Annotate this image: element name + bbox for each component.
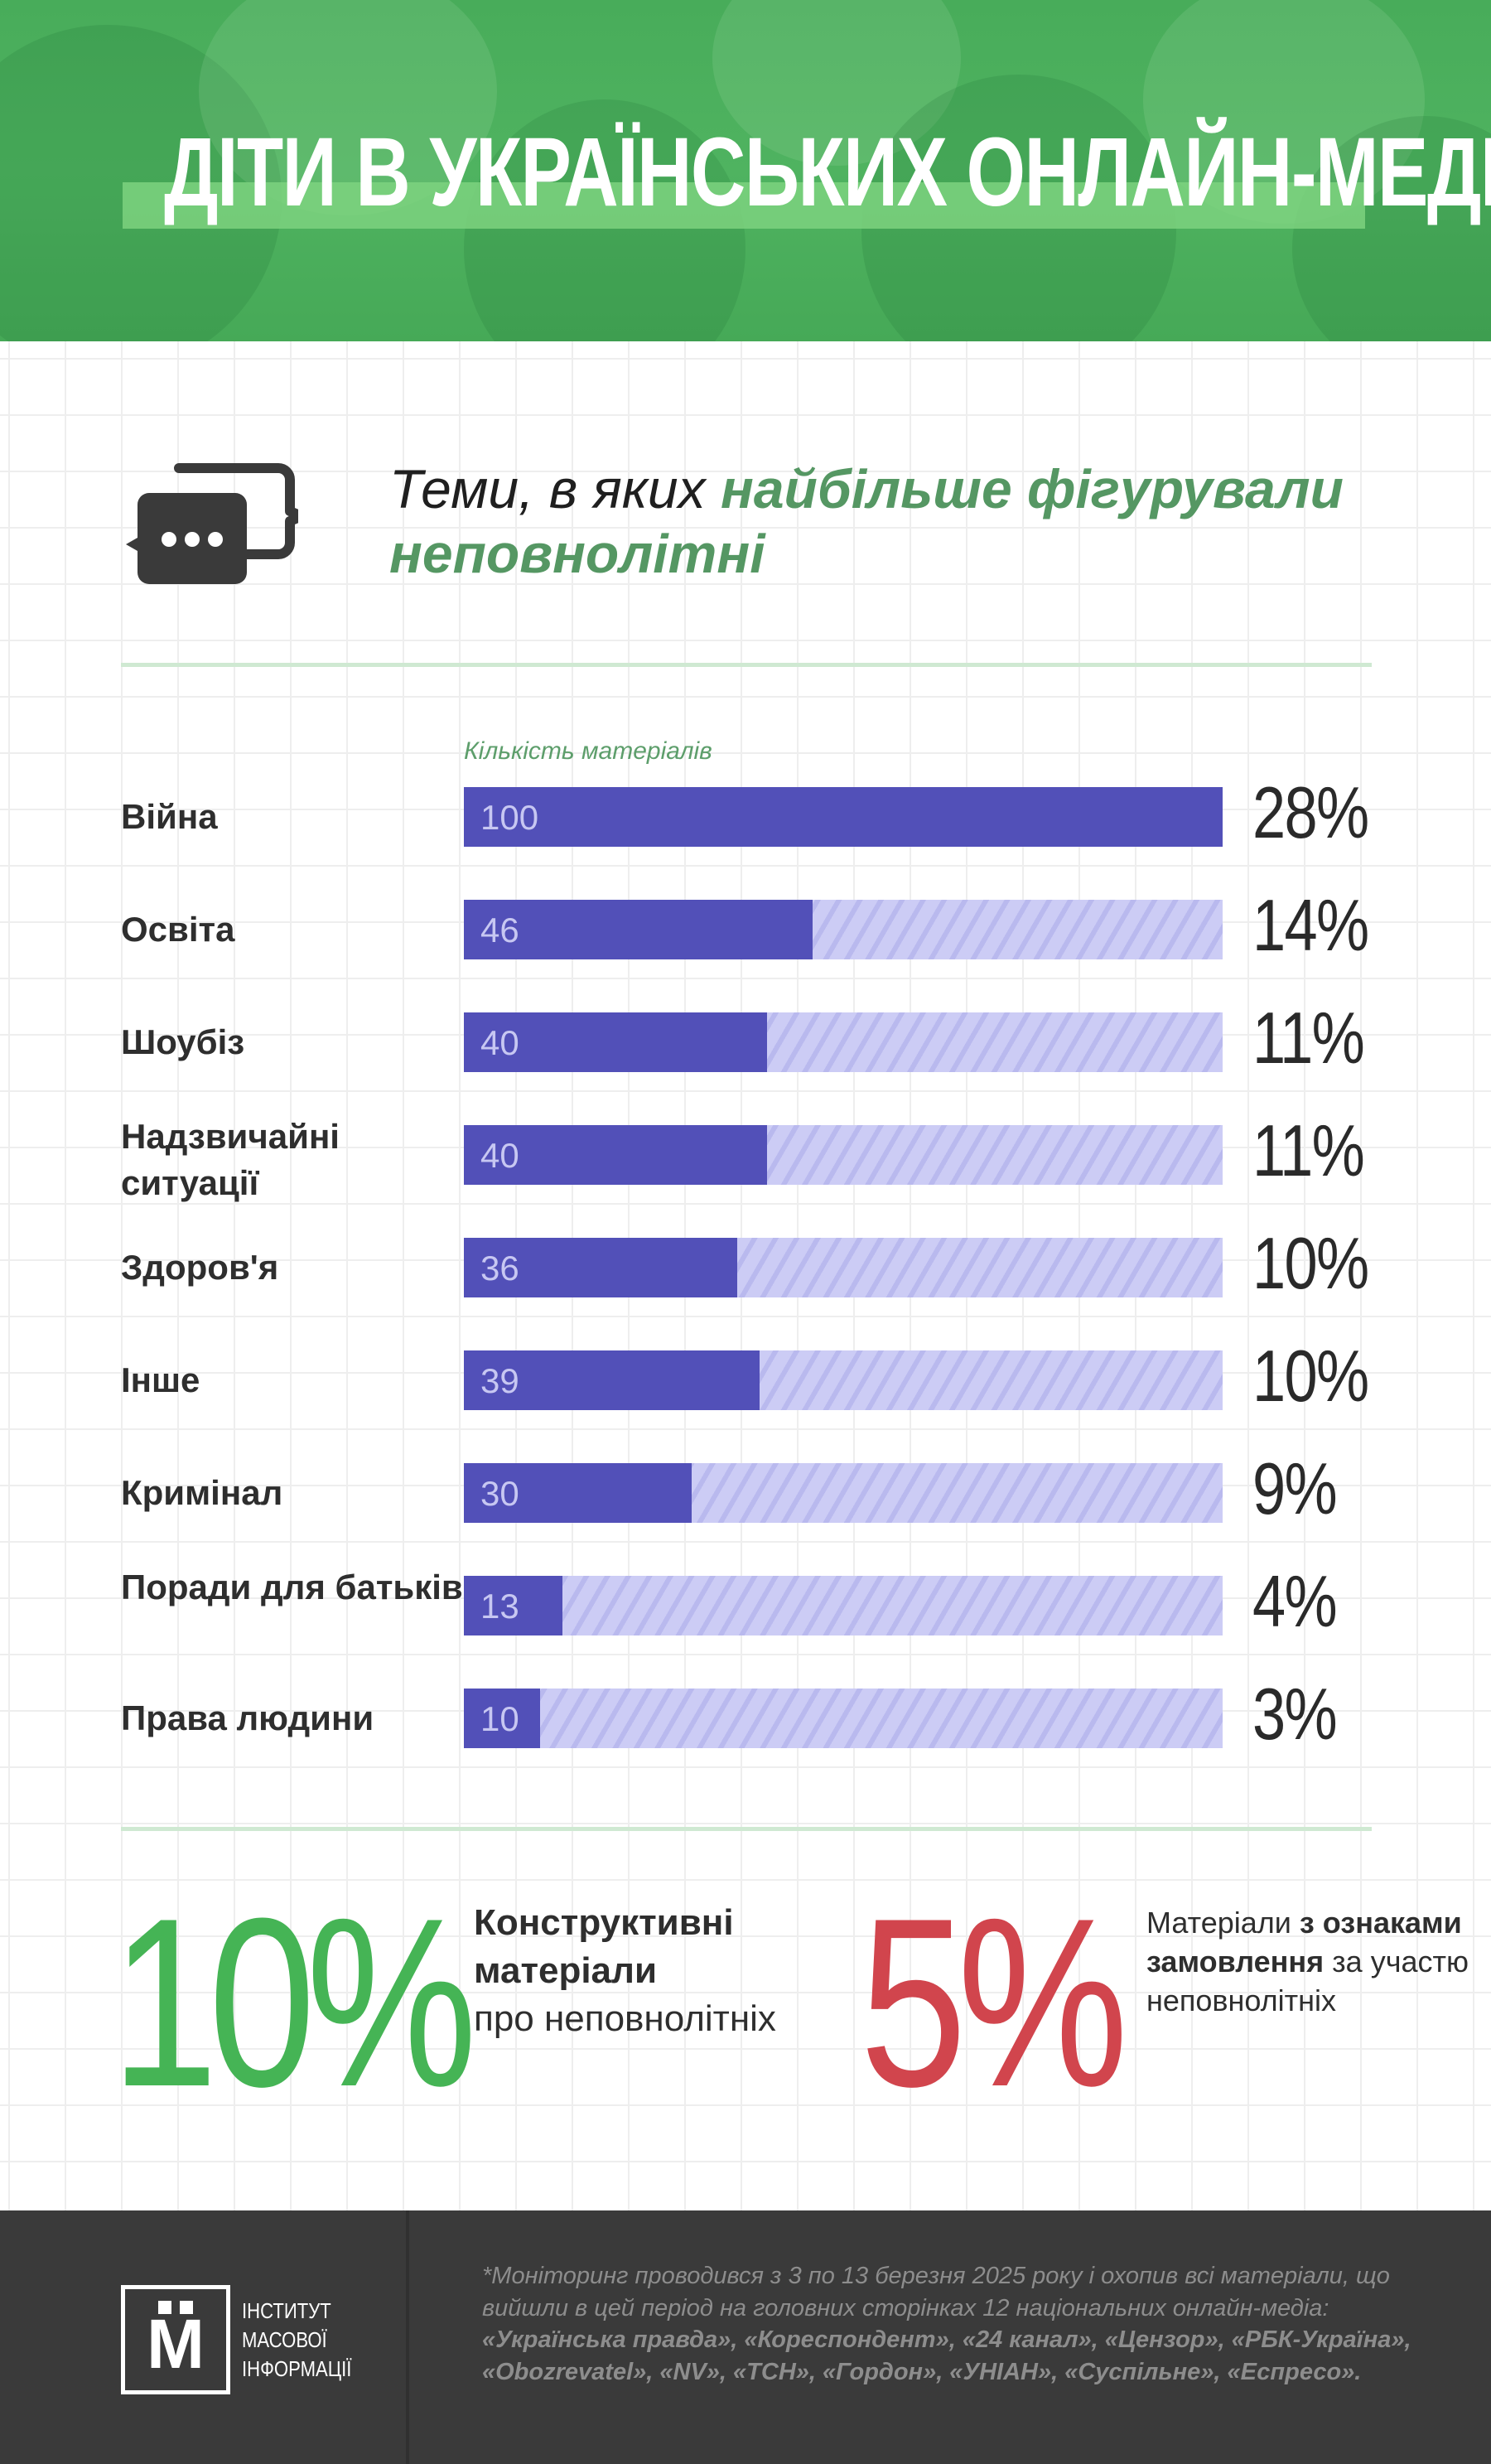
bar <box>464 1576 563 1635</box>
bar-track: 36 <box>464 1238 1223 1297</box>
category-label: Освіта <box>121 910 235 949</box>
photo-shape <box>712 0 961 166</box>
imi-logo: М <box>121 2285 230 2394</box>
bar <box>464 1350 760 1410</box>
percentage-label: 11% <box>1252 1109 1365 1191</box>
section-title: Теми, в яких найбільше фігурували неповн… <box>389 457 1416 587</box>
percentage-label: 10% <box>1252 1335 1369 1417</box>
x-axis-label: Кількість матеріалів <box>464 737 712 765</box>
percentage-label: 14% <box>1252 884 1369 966</box>
bar-value-label: 10 <box>480 1699 519 1738</box>
ordered-stat-bold: з ознаками замовлення <box>1146 1906 1462 1978</box>
bar-track: 100 <box>464 787 1223 847</box>
footnote-media-list: «Українська правда», «Кореспондент», «24… <box>482 2326 1411 2385</box>
percentage-label: 10% <box>1252 1222 1369 1304</box>
logo-text: ІНСТИТУТ МАСОВОЇ ІНФОРМАЦІЇ <box>242 2297 376 2384</box>
bar-track: 40 <box>464 1125 1223 1185</box>
percentage-label: 28% <box>1252 771 1369 853</box>
header-banner: ДІТИ В УКРАЇНСЬКИХ ОНЛАЙН-МЕДІА <box>0 0 1491 341</box>
chat-bubble-icon <box>126 463 298 584</box>
bar-value-label: 100 <box>480 798 539 837</box>
bar-value-label: 30 <box>480 1474 519 1513</box>
logo-line: МАСОВОЇ <box>242 2327 327 2353</box>
percentage-label: 4% <box>1252 1560 1338 1642</box>
ordered-stat-pre: Матеріали <box>1146 1906 1300 1940</box>
category-label: Шоубіз <box>121 1022 245 1061</box>
logo-line: ІНСТИТУТ <box>242 2298 331 2323</box>
bar <box>464 787 1223 847</box>
bar-track: 40 <box>464 1012 1223 1072</box>
bar <box>464 1012 768 1072</box>
bar-track: 13 <box>464 1576 1223 1635</box>
bar-value-label: 40 <box>480 1136 519 1175</box>
category-label: Інше <box>121 1360 200 1399</box>
title-underline <box>123 182 1365 229</box>
percentage-label: 11% <box>1252 997 1365 1079</box>
bar-value-label: 40 <box>480 1023 519 1062</box>
photo-shape <box>199 0 497 215</box>
bar <box>464 1463 692 1523</box>
divider-top <box>121 663 1372 667</box>
logo-letter: М <box>147 2305 205 2383</box>
ordered-stat-value: 5% <box>860 1868 1128 2137</box>
bar-track: 39 <box>464 1350 1223 1410</box>
footnote-intro: *Моніторинг проводився з 3 по 13 березня… <box>482 2263 1390 2321</box>
category-label: Здоров'я <box>121 1248 279 1287</box>
divider-bottom <box>121 1827 1372 1831</box>
ordered-stat-label: Матеріали з ознаками замовлення за участ… <box>1146 1904 1469 2020</box>
percentage-label: 9% <box>1252 1447 1338 1529</box>
footer: М ІНСТИТУТ МАСОВОЇ ІНФОРМАЦІЇ *Моніторин… <box>0 2210 1491 2464</box>
constructive-stat-label: Конструктивні матеріали про неповнолітні… <box>474 1899 822 2043</box>
bar-value-label: 13 <box>480 1587 519 1626</box>
category-label: Війна <box>121 797 218 836</box>
logo-dot <box>158 2301 171 2314</box>
bar <box>464 1238 737 1297</box>
methodology-footnote: *Моніторинг проводився з 3 по 13 березня… <box>482 2260 1426 2388</box>
percentage-label: 3% <box>1252 1673 1338 1755</box>
logo-line: ІНФОРМАЦІЇ <box>242 2356 352 2382</box>
bar <box>464 900 813 959</box>
bar <box>464 1689 540 1748</box>
bar <box>464 1125 768 1185</box>
footer-separator <box>406 2210 409 2464</box>
constructive-stat-value: 10% <box>111 1868 477 2137</box>
content-grid <box>0 341 1491 2210</box>
page-title: ДІТИ В УКРАЇНСЬКИХ ОНЛАЙН-МЕДІА <box>164 118 1491 227</box>
bar-track: 30 <box>464 1463 1223 1523</box>
bar-value-label: 36 <box>480 1249 519 1288</box>
ordered-stat-rest: за участю неповнолітніх <box>1146 1944 1469 2017</box>
bar-value-label: 39 <box>480 1361 519 1400</box>
category-label: Надзвичайні ситуації <box>121 1117 340 1203</box>
section-title-highlight: найбільше фігурували неповнолітні <box>389 458 1344 584</box>
bar-track: 10 <box>464 1689 1223 1748</box>
category-label: Поради для батьків <box>121 1568 463 1606</box>
constructive-stat-bold: Конструктивні матеріали <box>474 1902 734 1992</box>
section-title-plain: Теми, в яких <box>389 458 721 519</box>
category-label: Права людини <box>121 1698 374 1737</box>
bar-track: 46 <box>464 900 1223 959</box>
category-label: Кримінал <box>121 1473 283 1512</box>
bar-value-label: 46 <box>480 911 519 949</box>
logo-dot <box>180 2301 193 2314</box>
constructive-stat-rest: про неповнолітніх <box>474 1998 776 2040</box>
